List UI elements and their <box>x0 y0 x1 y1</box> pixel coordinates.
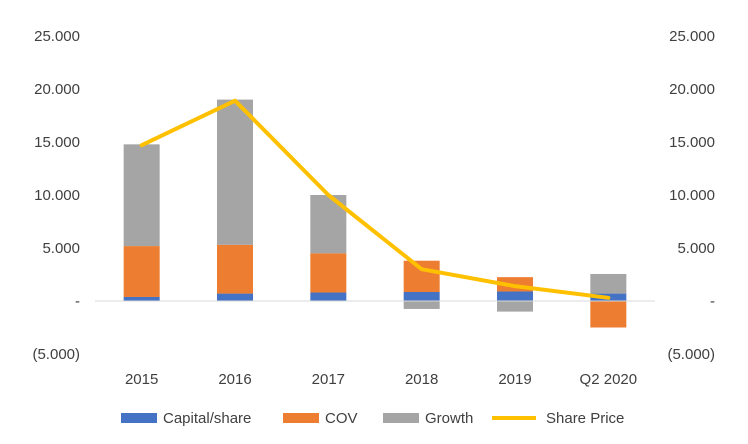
y-right-tick-label: - <box>710 293 715 310</box>
x-tick-label: Q2 2020 <box>580 371 638 388</box>
y-axis-right: (5.000) - 5.000 10.000 15.000 20.000 25.000 <box>667 28 715 363</box>
bar-growth-q2-2020 <box>590 273 627 294</box>
y-left-tick-label: 5.000 <box>42 240 80 257</box>
y-right-tick-label: 15.000 <box>669 134 715 151</box>
y-left-tick-label: (5.000) <box>32 346 80 363</box>
y-left-tick-label: 15.000 <box>34 134 80 151</box>
legend-swatch-cov <box>283 413 319 423</box>
legend: Capital/share COV Growth Share Price <box>121 410 624 427</box>
x-tick-label: 2015 <box>125 371 158 388</box>
y-right-tick-label: 10.000 <box>669 187 715 204</box>
y-left-tick-label: - <box>75 293 80 310</box>
line-layer <box>139 98 611 300</box>
y-axis-left: (5.000) - 5.000 10.000 15.000 20.000 25.000 <box>32 28 80 363</box>
y-right-tick-label: 20.000 <box>669 81 715 98</box>
bar-growth-2015 <box>123 144 160 247</box>
bar-growth-2016 <box>217 99 253 245</box>
x-tick-label: 2016 <box>218 371 251 388</box>
y-right-tick-label: 5.000 <box>677 240 715 257</box>
y-left-tick-label: 10.000 <box>34 187 80 204</box>
legend-label-capital-share: Capital/share <box>163 410 251 427</box>
y-left-tick-label: 20.000 <box>34 81 80 98</box>
line-share-price <box>139 98 611 300</box>
x-tick-label: 2018 <box>405 371 438 388</box>
x-tick-label: 2017 <box>312 371 345 388</box>
bar-growth-2018 <box>403 301 440 309</box>
bar-capital-share-2016 <box>217 293 253 301</box>
legend-swatch-capital-share <box>121 413 157 423</box>
bar-capital-share-2018 <box>403 291 440 301</box>
bar-capital-share-2017 <box>310 292 347 301</box>
bar-cov-q2-2020 <box>590 301 627 328</box>
legend-label-growth: Growth <box>425 410 473 427</box>
bar-capital-share-2015 <box>123 296 160 301</box>
x-axis: 2015 2016 2017 2018 2019 Q2 2020 <box>125 371 637 388</box>
bar-cov-2018 <box>403 260 440 292</box>
legend-swatch-growth <box>383 413 419 423</box>
legend-label-share-price: Share Price <box>546 410 624 427</box>
bar-growth-2019 <box>497 301 533 312</box>
y-right-tick-label: 25.000 <box>669 28 715 45</box>
bar-cov-2017 <box>310 253 347 293</box>
bar-cov-2016 <box>217 244 253 294</box>
legend-label-cov: COV <box>325 410 358 427</box>
bar-cov-2015 <box>123 246 160 297</box>
y-right-tick-label: (5.000) <box>667 346 715 363</box>
y-left-tick-label: 25.000 <box>34 28 80 45</box>
x-tick-label: 2019 <box>498 371 531 388</box>
bars-layer <box>123 99 627 328</box>
bar-capital-share-2019 <box>497 291 533 301</box>
